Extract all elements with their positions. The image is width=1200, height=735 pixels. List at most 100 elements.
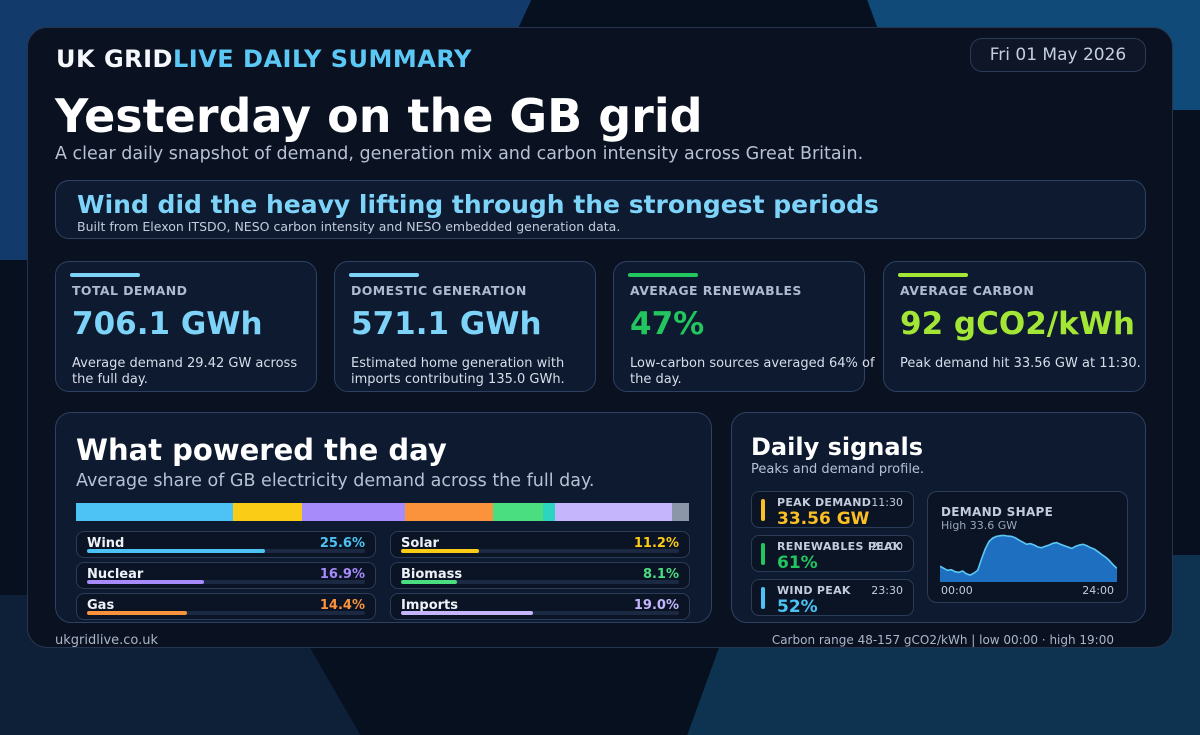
source-name: Wind [87, 536, 125, 551]
headline-text: Wind did the heavy lifting through the s… [77, 190, 879, 219]
mix-segment [232, 503, 302, 521]
kpi-description: Average demand 29.42 GW across the full … [72, 356, 298, 387]
source-name: Gas [87, 598, 115, 613]
source-name: Biomass [401, 567, 463, 582]
generation-mix-panel: What powered the day Average share of GB… [55, 412, 712, 623]
signal-wind-peak: WIND PEAK 23:30 52% [751, 579, 914, 617]
source-percent: 11.2% [633, 536, 679, 551]
kpi-description: Estimated home generation with imports c… [351, 356, 565, 387]
signal-peak-demand: PEAK DEMAND 11:30 33.56 GW [751, 491, 914, 529]
share-fill [401, 580, 458, 584]
mix-segment [76, 503, 233, 521]
mix-segment [543, 503, 556, 521]
signal-accent [761, 499, 765, 521]
demand-line [940, 534, 1117, 576]
kpi-value: 706.1 GWh [72, 306, 263, 342]
kpi-label: TOTAL DEMAND [72, 283, 188, 298]
signal-accent [761, 587, 765, 609]
signal-label: PEAK DEMAND [777, 496, 872, 509]
kpi-label: AVERAGE RENEWABLES [630, 283, 802, 298]
mix-subtitle: Average share of GB electricity demand a… [76, 471, 595, 491]
source-percent: 25.6% [319, 536, 365, 551]
signal-time: 23:30 [871, 584, 903, 597]
source-row-nuclear: Nuclear 16.9% [76, 562, 376, 589]
daily-signals-panel: Daily signals Peaks and demand profile. … [731, 412, 1146, 623]
page-title: Yesterday on the GB grid [55, 89, 703, 143]
demand-shape-chart: DEMAND SHAPE High 33.6 GW 00:00 24:00 [927, 491, 1128, 603]
demand-shape-area [940, 534, 1117, 582]
source-row-imports: Imports 19.0% [390, 593, 690, 620]
kpi-accent [898, 273, 968, 277]
kpi-card-average-carbon: AVERAGE CARBON 92 gCO2/kWh Peak demand h… [883, 261, 1146, 392]
share-track [401, 549, 679, 553]
mix-segment [405, 503, 494, 521]
kpi-card-total-demand: TOTAL DEMAND 706.1 GWh Average demand 29… [55, 261, 317, 392]
kpi-label: AVERAGE CARBON [900, 283, 1035, 298]
demand-shape-label: DEMAND SHAPE [941, 505, 1054, 519]
source-row-gas: Gas 14.4% [76, 593, 376, 620]
axis-end-label: 24:00 [1082, 584, 1114, 597]
summary-card: UK GRIDLIVE DAILY SUMMARY Fri 01 May 202… [27, 27, 1173, 648]
kpi-card-domestic-generation: DOMESTIC GENERATION 571.1 GWh Estimated … [334, 261, 596, 392]
axis-start-label: 00:00 [941, 584, 973, 597]
source-name: Imports [401, 598, 458, 613]
signal-value: 52% [777, 597, 818, 617]
signal-renewables-peak: RENEWABLES PEAK 21:00 61% [751, 535, 914, 573]
signal-time: 11:30 [871, 496, 903, 509]
signal-time: 21:00 [871, 540, 903, 553]
demand-shape-high: High 33.6 GW [941, 519, 1018, 532]
share-track [401, 580, 679, 584]
share-fill [87, 611, 188, 615]
kpi-label: DOMESTIC GENERATION [351, 283, 527, 298]
source-percent: 19.0% [633, 598, 679, 613]
signal-accent [761, 543, 765, 565]
share-track [401, 611, 679, 615]
share-fill [401, 611, 534, 615]
carbon-range-note: Carbon range 48-157 gCO2/kWh | low 00:00… [771, 633, 1114, 647]
share-fill [401, 549, 479, 553]
kpi-value: 571.1 GWh [351, 306, 542, 342]
kpi-value: 47% [630, 306, 705, 342]
kpi-value: 92 gCO2/kWh [900, 306, 1135, 342]
brand-name: UK GRID [56, 45, 173, 73]
share-track [87, 549, 365, 553]
share-fill [87, 549, 265, 553]
source-row-biomass: Biomass 8.1% [390, 562, 690, 589]
source-percent: 16.9% [319, 567, 365, 582]
mix-segment [493, 503, 544, 521]
source-percent: 8.1% [642, 567, 679, 582]
mix-segment [555, 503, 672, 521]
demand-area-fill [940, 535, 1117, 582]
source-name: Solar [401, 536, 439, 551]
signal-label: RENEWABLES PEAK [777, 540, 902, 553]
share-track [87, 580, 365, 584]
brand-logo: UK GRIDLIVE DAILY SUMMARY [56, 45, 472, 73]
kpi-card-average-renewables: AVERAGE RENEWABLES 47% Low-carbon source… [613, 261, 875, 392]
signals-title: Daily signals [751, 433, 924, 461]
kpi-accent [70, 273, 140, 277]
share-track [87, 611, 365, 615]
brand-tagline: LIVE DAILY SUMMARY [172, 45, 472, 73]
page-subtitle: A clear daily snapshot of demand, genera… [55, 144, 864, 164]
mix-segment [301, 503, 406, 521]
headline-banner: Wind did the heavy lifting through the s… [55, 180, 1146, 239]
source-row-wind: Wind 25.6% [76, 531, 376, 558]
source-row-solar: Solar 11.2% [390, 531, 690, 558]
mix-segment [671, 503, 689, 521]
signal-value: 33.56 GW [777, 509, 870, 529]
signal-label: WIND PEAK [777, 584, 851, 597]
generation-mix-stacked-bar [76, 503, 689, 521]
data-source-note: Built from Elexon ITSDO, NESO carbon int… [77, 219, 621, 234]
site-link[interactable]: ukgridlive.co.uk [55, 633, 159, 648]
kpi-description: Peak demand hit 33.56 GW at 11:30. [900, 356, 1141, 371]
kpi-accent [628, 273, 698, 277]
share-fill [87, 580, 205, 584]
signals-subtitle: Peaks and demand profile. [751, 462, 925, 477]
mix-title: What powered the day [76, 433, 447, 467]
date-badge: Fri 01 May 2026 [970, 38, 1146, 72]
signal-value: 61% [777, 553, 818, 573]
kpi-description: Low-carbon sources averaged 64% of the d… [630, 356, 875, 387]
source-name: Nuclear [87, 567, 144, 582]
kpi-accent [349, 273, 419, 277]
source-percent: 14.4% [319, 598, 365, 613]
